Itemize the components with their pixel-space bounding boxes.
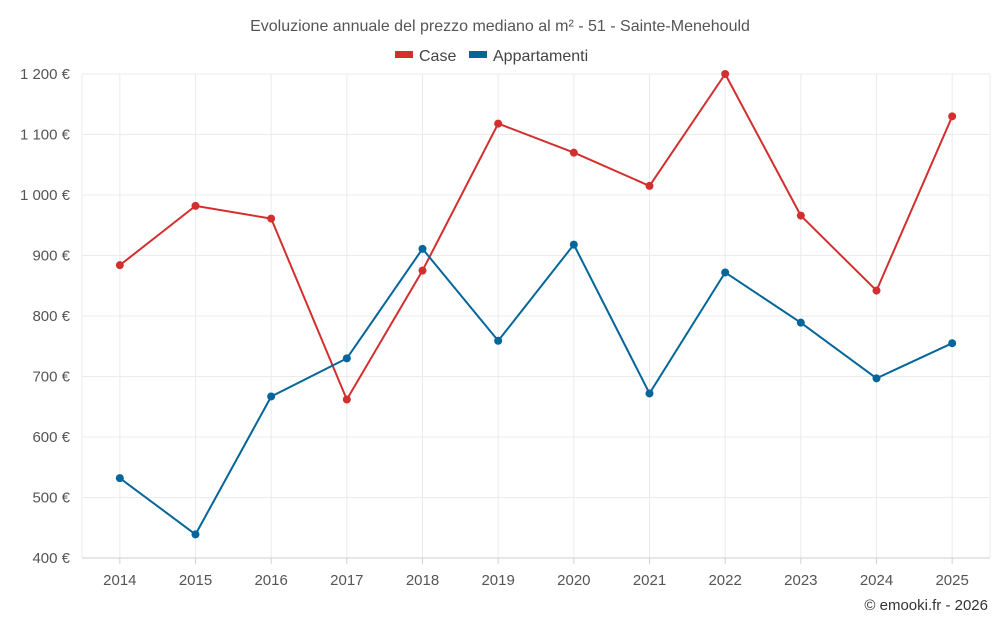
x-tick-label: 2018: [406, 572, 439, 589]
y-tick-label: 400 €: [32, 550, 70, 567]
data-point-appartamenti[interactable]: [569, 240, 578, 249]
data-point-case[interactable]: [267, 214, 276, 223]
y-tick-label: 900 €: [32, 248, 70, 265]
data-point-appartamenti[interactable]: [267, 392, 276, 401]
series-case: [115, 70, 957, 404]
y-tick-label: 700 €: [32, 369, 70, 386]
series-line-appartamenti: [119, 243, 953, 536]
y-tick-label: 1 200 €: [20, 66, 71, 83]
legend: Case Appartamenti: [395, 48, 588, 65]
series-appartamenti: [115, 240, 957, 539]
x-tick-label: 2014: [103, 572, 136, 589]
legend-label-appartamenti[interactable]: Appartamenti: [493, 48, 588, 65]
data-point-case[interactable]: [115, 261, 124, 270]
data-point-case[interactable]: [796, 211, 805, 220]
y-tick-label: 1 100 €: [20, 127, 71, 144]
data-point-appartamenti[interactable]: [872, 374, 881, 383]
chart-title: Evoluzione annuale del prezzo mediano al…: [250, 18, 750, 35]
x-tick-label: 2021: [633, 572, 666, 589]
data-point-case[interactable]: [191, 201, 200, 210]
legend-label-case[interactable]: Case: [419, 48, 456, 65]
y-tick-label: 600 €: [32, 429, 70, 446]
x-tick-label: 2022: [708, 572, 741, 589]
x-tick-label: 2025: [935, 572, 968, 589]
data-point-appartamenti[interactable]: [191, 530, 200, 539]
data-point-appartamenti[interactable]: [645, 389, 654, 398]
series: [115, 70, 957, 539]
axes: 400 € 500 € 600 € 700 € 800 € 900 € 1 000 € 1 1…: [20, 66, 990, 589]
series-line-case: [119, 73, 954, 401]
y-tick-label: 500 €: [32, 490, 70, 507]
data-point-appartamenti[interactable]: [115, 474, 124, 483]
data-point-appartamenti[interactable]: [948, 339, 957, 348]
y-tick-label: 1 000 €: [20, 187, 71, 204]
x-tick-label: 2024: [860, 572, 893, 589]
y-tick-label: 800 €: [32, 308, 70, 325]
credit-text: © emooki.fr - 2026: [864, 597, 988, 614]
legend-swatch-appartamenti: [469, 51, 487, 58]
data-point-case[interactable]: [721, 70, 730, 78]
data-point-case[interactable]: [494, 119, 503, 128]
grid: [81, 73, 991, 558]
x-tick-label: 2016: [254, 572, 287, 589]
data-point-case[interactable]: [418, 266, 427, 275]
x-tick-label: 2020: [557, 572, 590, 589]
x-tick-label: 2019: [481, 572, 514, 589]
data-point-appartamenti[interactable]: [418, 244, 427, 253]
data-point-case[interactable]: [872, 286, 881, 295]
x-tick-label: 2015: [179, 572, 212, 589]
data-point-appartamenti[interactable]: [796, 318, 805, 327]
data-point-case[interactable]: [342, 395, 351, 404]
data-point-case[interactable]: [948, 112, 957, 121]
data-point-case[interactable]: [645, 181, 654, 190]
data-point-case[interactable]: [569, 148, 578, 157]
data-point-appartamenti[interactable]: [721, 268, 730, 277]
x-tick-label: 2017: [330, 572, 363, 589]
legend-swatch-case: [395, 51, 413, 58]
data-point-appartamenti[interactable]: [342, 354, 351, 363]
data-point-appartamenti[interactable]: [494, 336, 503, 345]
x-tick-label: 2023: [784, 572, 817, 589]
